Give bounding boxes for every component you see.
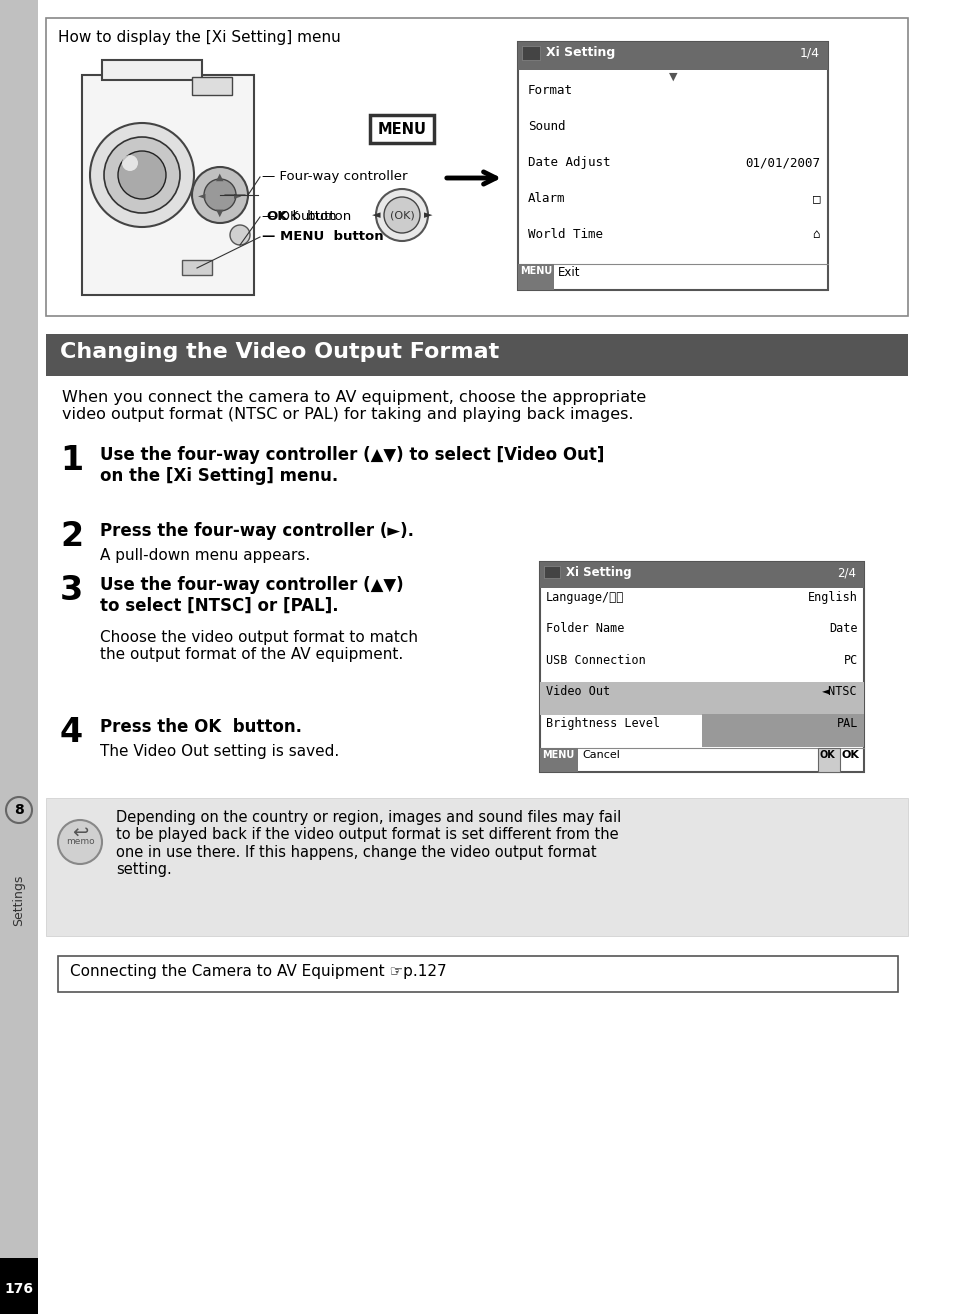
Circle shape bbox=[204, 179, 235, 212]
Text: Cancel: Cancel bbox=[581, 750, 619, 759]
Circle shape bbox=[118, 151, 166, 198]
Text: 2: 2 bbox=[60, 520, 83, 553]
Bar bbox=[517, 42, 827, 290]
Bar bbox=[539, 682, 701, 715]
Text: Use the four-way controller (▲▼) to select [Video Out]
on the [Xi Setting] menu.: Use the four-way controller (▲▼) to sele… bbox=[100, 445, 604, 485]
Text: World Time: World Time bbox=[527, 229, 602, 240]
Text: Settings: Settings bbox=[12, 874, 26, 925]
Text: □: □ bbox=[812, 192, 820, 205]
Text: Press the four-way controller (►).: Press the four-way controller (►). bbox=[100, 522, 414, 540]
Text: Date Adjust: Date Adjust bbox=[527, 156, 610, 170]
Text: Alarm: Alarm bbox=[527, 192, 565, 205]
Circle shape bbox=[104, 137, 180, 213]
Circle shape bbox=[384, 197, 419, 233]
Text: Xi Setting: Xi Setting bbox=[545, 46, 615, 59]
Text: Folder Name: Folder Name bbox=[545, 622, 623, 635]
Text: Language/言語: Language/言語 bbox=[545, 591, 623, 604]
Text: Depending on the country or region, images and sound files may fail
to be played: Depending on the country or region, imag… bbox=[116, 809, 620, 878]
Text: button: button bbox=[284, 210, 336, 223]
Circle shape bbox=[122, 155, 138, 171]
Text: ▼: ▼ bbox=[668, 72, 677, 81]
Text: Format: Format bbox=[527, 84, 573, 97]
Bar bbox=[517, 264, 554, 290]
Bar bbox=[46, 18, 907, 315]
Circle shape bbox=[375, 189, 428, 240]
Bar bbox=[517, 42, 827, 70]
Text: Date: Date bbox=[828, 622, 857, 635]
Text: USB Connection: USB Connection bbox=[545, 654, 645, 668]
Text: ◄: ◄ bbox=[372, 210, 380, 219]
Text: 1: 1 bbox=[60, 444, 83, 477]
Bar bbox=[0, 0, 38, 1314]
Bar bbox=[817, 748, 840, 773]
Bar bbox=[46, 334, 907, 376]
Text: Brightness Level: Brightness Level bbox=[545, 717, 659, 731]
Text: When you connect the camera to AV equipment, choose the appropriate
video output: When you connect the camera to AV equipm… bbox=[62, 390, 645, 422]
Circle shape bbox=[90, 124, 193, 227]
Text: Xi Setting: Xi Setting bbox=[565, 566, 631, 579]
Text: ▼: ▼ bbox=[216, 208, 224, 218]
Text: 2/4: 2/4 bbox=[836, 566, 855, 579]
Text: MENU: MENU bbox=[519, 265, 552, 276]
Bar bbox=[701, 682, 863, 715]
Text: 01/01/2007: 01/01/2007 bbox=[744, 156, 820, 170]
Bar bbox=[192, 78, 232, 95]
Text: ►: ► bbox=[234, 191, 241, 200]
Text: Video Out: Video Out bbox=[545, 685, 610, 698]
Text: — MENU  button: — MENU button bbox=[262, 230, 383, 243]
Text: English: English bbox=[807, 591, 857, 604]
Bar bbox=[521, 46, 539, 60]
Text: ◄NTSC: ◄NTSC bbox=[821, 685, 857, 698]
Text: OK: OK bbox=[820, 750, 835, 759]
Text: ↩: ↩ bbox=[71, 823, 88, 841]
Text: 3: 3 bbox=[60, 574, 83, 607]
Text: ▲: ▲ bbox=[216, 172, 224, 183]
Bar bbox=[701, 714, 863, 746]
Bar bbox=[82, 75, 253, 296]
Bar bbox=[46, 798, 907, 936]
Text: ⌂: ⌂ bbox=[812, 229, 820, 240]
Bar bbox=[0, 1257, 38, 1314]
Text: Choose the video output format to match
the output format of the AV equipment.: Choose the video output format to match … bbox=[100, 629, 417, 662]
Circle shape bbox=[58, 820, 102, 865]
Text: Connecting the Camera to AV Equipment ☞p.127: Connecting the Camera to AV Equipment ☞p… bbox=[70, 964, 446, 979]
Text: Changing the Video Output Format: Changing the Video Output Format bbox=[60, 342, 498, 361]
Text: Sound: Sound bbox=[527, 120, 565, 133]
Text: memo: memo bbox=[66, 837, 94, 846]
Text: A pull-down menu appears.: A pull-down menu appears. bbox=[100, 548, 310, 562]
Circle shape bbox=[192, 167, 248, 223]
Text: The Video Out setting is saved.: The Video Out setting is saved. bbox=[100, 744, 339, 759]
Text: PC: PC bbox=[842, 654, 857, 668]
Text: ◄: ◄ bbox=[198, 191, 206, 200]
Text: 176: 176 bbox=[5, 1282, 33, 1296]
Text: — Four-way controller: — Four-way controller bbox=[262, 170, 407, 183]
Bar bbox=[543, 566, 559, 578]
Text: 8: 8 bbox=[14, 803, 24, 817]
Bar bbox=[58, 957, 897, 992]
Bar bbox=[102, 60, 202, 80]
Text: Exit: Exit bbox=[558, 265, 579, 279]
Text: ►: ► bbox=[423, 210, 432, 219]
Text: 1/4: 1/4 bbox=[800, 46, 820, 59]
Text: PAL: PAL bbox=[836, 717, 857, 731]
Bar bbox=[539, 562, 863, 773]
Text: MENU: MENU bbox=[541, 750, 574, 759]
Text: (OK): (OK) bbox=[389, 210, 414, 219]
Bar bbox=[539, 562, 863, 587]
Text: — OK  button: — OK button bbox=[262, 210, 351, 223]
Bar bbox=[539, 748, 578, 773]
Text: How to display the [Xi Setting] menu: How to display the [Xi Setting] menu bbox=[58, 30, 340, 45]
Text: 4: 4 bbox=[60, 716, 83, 749]
Text: Use the four-way controller (▲▼)
to select [NTSC] or [PAL].: Use the four-way controller (▲▼) to sele… bbox=[100, 576, 403, 615]
Circle shape bbox=[6, 798, 32, 823]
Bar bbox=[182, 260, 212, 275]
Text: OK: OK bbox=[841, 750, 859, 759]
Text: MENU: MENU bbox=[377, 121, 426, 137]
Circle shape bbox=[230, 225, 250, 244]
Text: OK: OK bbox=[266, 210, 287, 223]
Bar bbox=[370, 116, 434, 143]
Text: Press the OK  button.: Press the OK button. bbox=[100, 717, 302, 736]
